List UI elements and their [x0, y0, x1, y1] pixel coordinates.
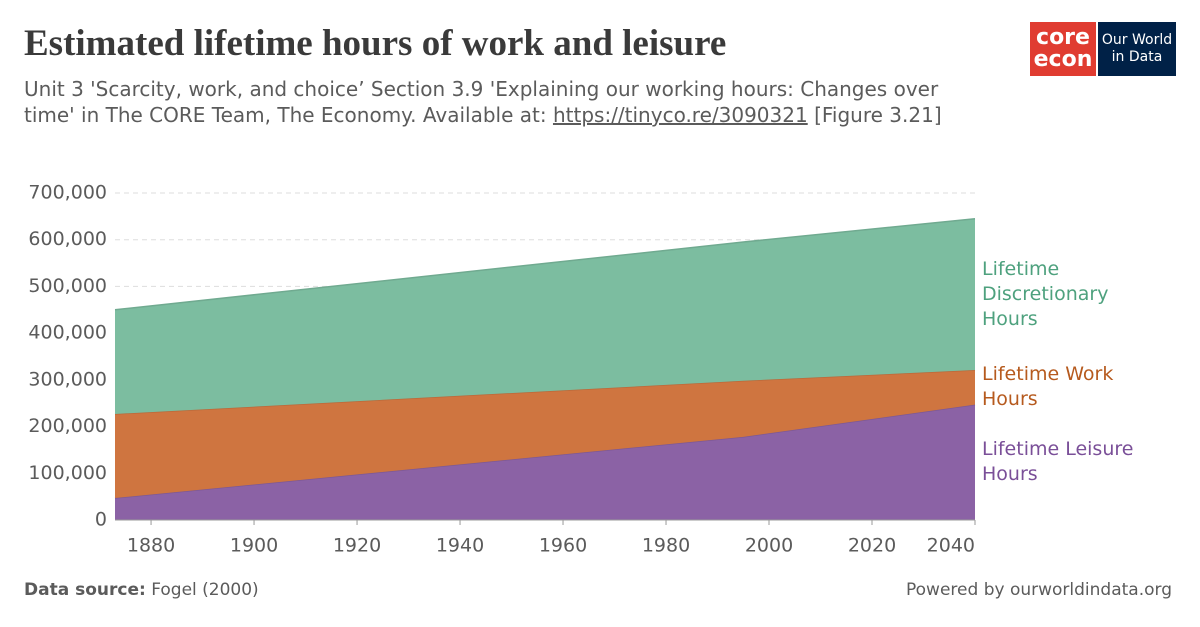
area: [115, 404, 975, 520]
logo-text: Our World: [1101, 32, 1173, 48]
logo-text: econ: [1033, 47, 1093, 72]
source: Data source: Fogel (2000): [24, 580, 259, 600]
y-tick-label: 700,000: [28, 182, 107, 204]
logo-owid: Our World in Data: [1098, 22, 1176, 76]
area: [115, 370, 975, 499]
subtitle-link[interactable]: https://tinyco.re/3090321: [552, 103, 808, 127]
x-tick-label: 1940: [436, 535, 484, 557]
logo-text: in Data: [1111, 49, 1163, 65]
y-tick-label: 100,000: [28, 462, 107, 484]
x-tick-label: 1980: [642, 535, 690, 557]
chart-title: Estimated lifetime hours of work and lei…: [24, 23, 727, 64]
series-label: Lifetime Discretionary Hours: [982, 257, 1109, 330]
y-tick-label: 200,000: [28, 415, 107, 437]
y-tick-label: 600,000: [28, 228, 107, 250]
y-tick-label: 400,000: [28, 322, 107, 344]
area-edge: [114, 217, 976, 311]
source-text: Fogel (2000): [151, 580, 259, 600]
series-label: Lifetime Leisure Hours: [982, 438, 1134, 486]
x-tick-label: 1920: [333, 535, 381, 557]
area: [115, 218, 975, 414]
y-tick-label: 300,000: [28, 368, 107, 390]
series-label: Lifetime Work Hours: [982, 363, 1114, 411]
chart: 0 100,000 200,000 300,000 400,000 500,000 600,…: [28, 182, 976, 557]
source-label: Data source:: [24, 580, 146, 600]
logo-text: core: [1036, 25, 1090, 50]
subtitle-text: Unit 3 'Scarcity, work, and choice’ Sect…: [24, 77, 939, 127]
x-tick-label: 2040: [927, 535, 975, 557]
x-tick-label: 1960: [539, 535, 587, 557]
chart-subtitle: Unit 3 'Scarcity, work, and choice’ Sect…: [24, 76, 984, 128]
x-tick-label: 1880: [127, 535, 175, 557]
subtitle-text: [Figure 3.21]: [807, 103, 942, 127]
credit: Powered by ourworldindata.org: [906, 580, 1172, 600]
x-tick-label: 2020: [848, 535, 896, 557]
y-tick-label: 0: [95, 509, 107, 531]
y-tick-label: 500,000: [28, 275, 107, 297]
logo-core: core econ: [1030, 22, 1096, 76]
x-tick-label: 2000: [745, 535, 793, 557]
x-tick-label: 1900: [230, 535, 278, 557]
